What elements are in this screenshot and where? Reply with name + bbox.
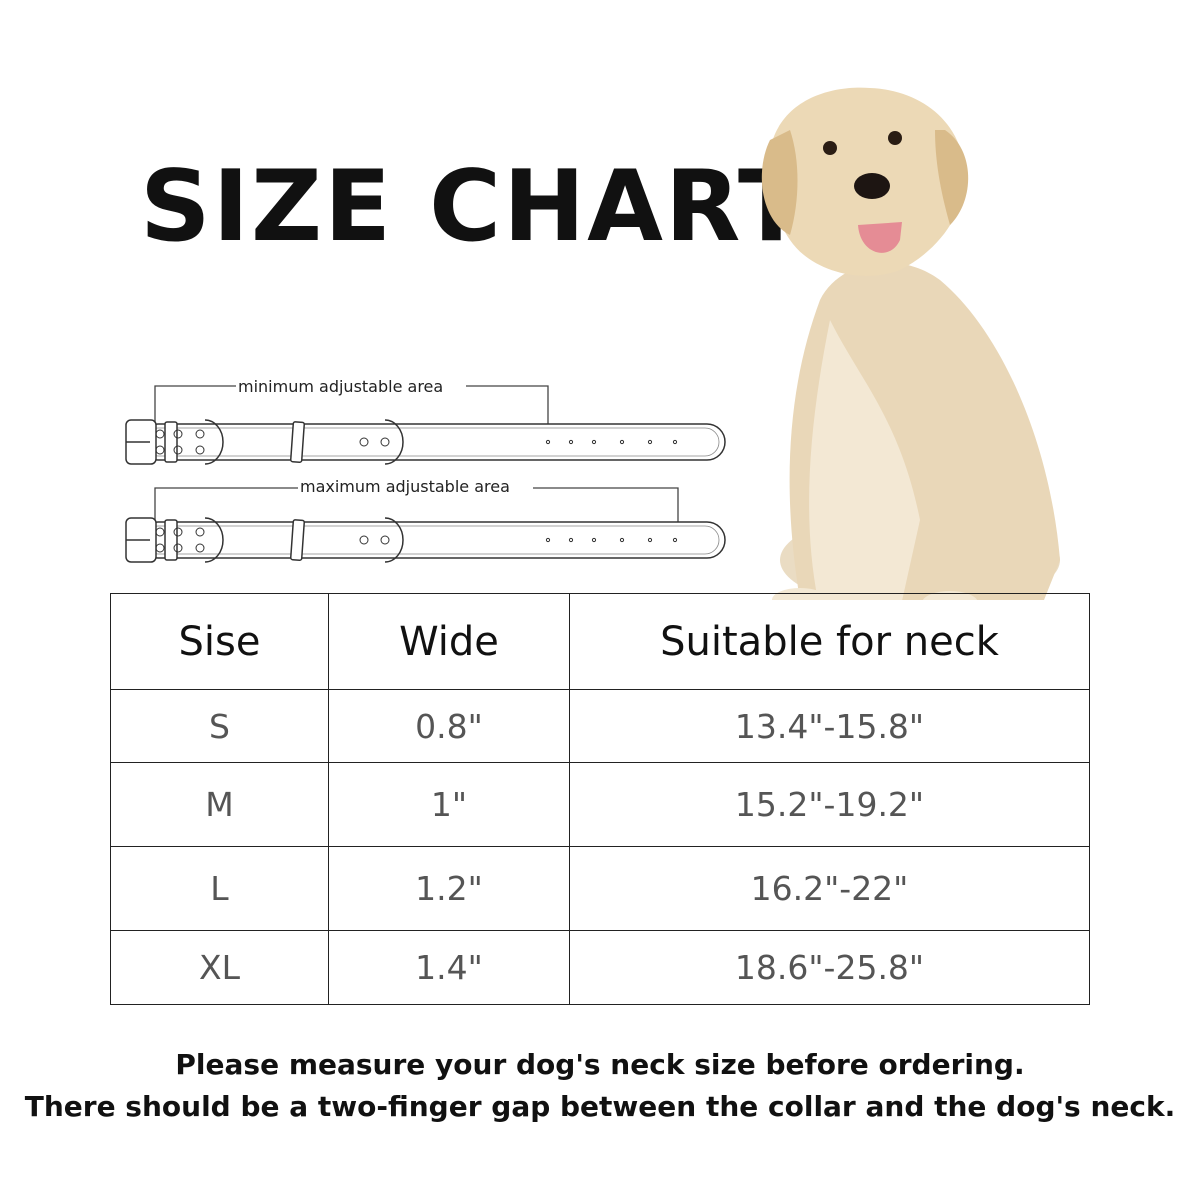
collar-diagram: minimum adjustable area maximum adjustab… xyxy=(125,87,1060,600)
header-size: Sise xyxy=(110,593,329,690)
size-table: Sise Wide Suitable for neck S 0.8" 13.4"… xyxy=(110,593,1090,1005)
min-adjust-label: minimum adjustable area xyxy=(238,377,443,396)
collar-icon-max xyxy=(125,517,726,563)
cell-size: L xyxy=(110,846,329,931)
gap-note: There should be a two-finger gap between… xyxy=(24,1090,1176,1123)
max-adjust-label: maximum adjustable area xyxy=(300,477,510,496)
cell-wide: 1.2" xyxy=(328,846,570,931)
collar-icon-min xyxy=(125,419,726,465)
table-row: M 1" 15.2"-19.2" xyxy=(110,762,1090,847)
table-header-row: Sise Wide Suitable for neck xyxy=(110,593,1090,690)
max-adjust-bracket xyxy=(154,487,679,522)
table-row: L 1.2" 16.2"-22" xyxy=(110,846,1090,931)
header-wide: Wide xyxy=(328,593,570,690)
cell-size: S xyxy=(110,689,329,763)
table-row: S 0.8" 13.4"-15.8" xyxy=(110,689,1090,763)
header-neck: Suitable for neck xyxy=(569,593,1090,690)
measure-note: Please measure your dog's neck size befo… xyxy=(175,1048,1025,1081)
cell-wide: 1" xyxy=(328,762,570,847)
cell-size: XL xyxy=(110,930,329,1005)
min-adjust-bracket xyxy=(154,385,549,424)
cell-size: M xyxy=(110,762,329,847)
dog-photo xyxy=(761,87,1060,600)
cell-wide: 0.8" xyxy=(328,689,570,763)
cell-neck: 16.2"-22" xyxy=(569,846,1090,931)
cell-wide: 1.4" xyxy=(328,930,570,1005)
page-title: SIZE CHART xyxy=(140,150,807,264)
cell-neck: 15.2"-19.2" xyxy=(569,762,1090,847)
table-row: XL 1.4" 18.6"-25.8" xyxy=(110,930,1090,1005)
cell-neck: 18.6"-25.8" xyxy=(569,930,1090,1005)
cell-neck: 13.4"-15.8" xyxy=(569,689,1090,763)
